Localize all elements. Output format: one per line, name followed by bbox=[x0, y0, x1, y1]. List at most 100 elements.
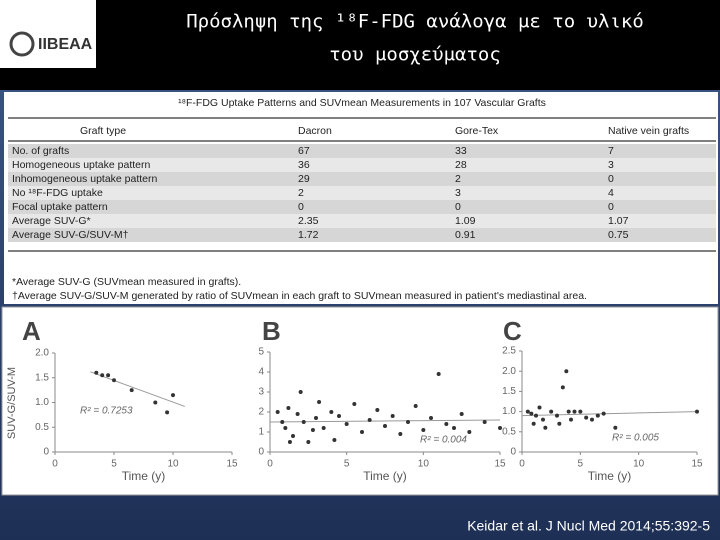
x-tick-label: 15 bbox=[494, 459, 506, 470]
x-axis-label: Time (y) bbox=[363, 469, 407, 483]
data-point bbox=[100, 373, 105, 378]
data-point bbox=[106, 373, 111, 378]
y-tick-label: 3 bbox=[258, 387, 264, 398]
data-point bbox=[459, 412, 464, 416]
row-shade bbox=[8, 214, 716, 228]
data-point bbox=[421, 428, 426, 432]
data-point bbox=[444, 422, 449, 426]
data-point bbox=[291, 434, 295, 438]
y-tick-label: 1.0 bbox=[35, 397, 49, 408]
data-point bbox=[280, 420, 285, 424]
data-point bbox=[283, 426, 288, 430]
table-cell: 2.35 bbox=[298, 215, 319, 227]
data-point bbox=[467, 430, 472, 434]
data-point bbox=[498, 426, 502, 430]
row-shade bbox=[8, 158, 716, 172]
table-cell: Inhomogeneous uptake pattern bbox=[12, 173, 158, 185]
data-point bbox=[436, 372, 441, 376]
row-shade bbox=[8, 186, 716, 200]
table-cell: 0 bbox=[608, 173, 614, 185]
data-point bbox=[601, 411, 606, 416]
table-cell: 2 bbox=[298, 187, 304, 199]
panel-letter: A bbox=[22, 316, 41, 346]
data-point bbox=[165, 410, 170, 415]
data-point bbox=[287, 440, 292, 444]
y-tick-label: 2.0 bbox=[502, 366, 516, 377]
table-cell: 1.72 bbox=[298, 229, 319, 241]
x-tick-label: 5 bbox=[111, 459, 117, 470]
x-tick-label: 5 bbox=[578, 459, 584, 470]
data-point bbox=[406, 420, 410, 424]
logo-icon bbox=[9, 31, 35, 57]
table-cell: 3 bbox=[455, 187, 461, 199]
y-tick-label: 0.5 bbox=[502, 426, 516, 437]
table-cell: 7 bbox=[608, 145, 614, 157]
y-tick-label: 4 bbox=[258, 367, 264, 378]
data-point bbox=[543, 425, 548, 430]
data-point bbox=[452, 426, 456, 430]
data-point bbox=[595, 413, 600, 418]
data-point bbox=[569, 417, 573, 422]
data-point bbox=[525, 409, 530, 414]
x-tick-label: 0 bbox=[52, 459, 58, 470]
x-tick-label: 15 bbox=[226, 459, 238, 470]
data-point bbox=[390, 414, 395, 418]
table-header: Dacron bbox=[298, 125, 332, 137]
data-point bbox=[541, 417, 545, 422]
table-cell: Homogeneous uptake pattern bbox=[12, 159, 151, 171]
y-tick-label: 0 bbox=[43, 447, 49, 458]
data-point bbox=[321, 426, 326, 430]
trend-line bbox=[521, 411, 698, 417]
data-point bbox=[613, 425, 618, 430]
data-point bbox=[695, 409, 699, 414]
table-cell: 36 bbox=[298, 159, 310, 171]
data-point bbox=[171, 393, 175, 398]
data-point bbox=[295, 412, 300, 416]
y-tick-label: 0.5 bbox=[35, 422, 49, 433]
data-point bbox=[332, 438, 337, 442]
data-point bbox=[549, 409, 554, 414]
table-cell: 3 bbox=[608, 159, 614, 171]
data-point bbox=[557, 421, 562, 426]
table-header: Native vein grafts bbox=[608, 125, 689, 137]
table-cell: 4 bbox=[608, 187, 614, 199]
data-point bbox=[352, 402, 357, 406]
y-axis-label: SUV-G/SUV-M bbox=[6, 367, 18, 439]
panel-letter: B bbox=[262, 316, 281, 346]
data-point bbox=[375, 408, 380, 412]
data-point bbox=[337, 414, 341, 418]
logo-box bbox=[0, 0, 96, 68]
data-point bbox=[534, 413, 538, 418]
r-squared: R² = 0.7253 bbox=[80, 406, 133, 417]
data-point bbox=[398, 432, 403, 436]
table-cell: Focal uptake pattern bbox=[12, 201, 108, 213]
y-tick-label: 1.5 bbox=[502, 386, 516, 397]
y-tick-label: 0 bbox=[510, 447, 516, 458]
y-tick-label: 1.5 bbox=[35, 372, 49, 383]
table-cell: No. of grafts bbox=[12, 145, 69, 157]
table-cell: 0.91 bbox=[455, 229, 476, 241]
title-line: Πρόσληψη της ¹⁸F-FDG ανάλογα με το υλικό bbox=[186, 11, 644, 33]
data-point bbox=[578, 409, 583, 414]
panel-letter: C bbox=[503, 316, 522, 346]
data-point bbox=[590, 417, 594, 422]
y-tick-label: 0 bbox=[258, 447, 264, 458]
y-tick-label: 1 bbox=[258, 427, 264, 438]
figure-panel bbox=[1, 306, 719, 496]
x-tick-label: 10 bbox=[633, 459, 645, 470]
table-cell: 0 bbox=[608, 201, 614, 213]
data-point bbox=[329, 410, 334, 414]
data-point bbox=[129, 388, 134, 393]
table-title: ¹⁸F-FDG Uptake Patterns and SUVmean Meas… bbox=[178, 97, 546, 109]
title-band bbox=[0, 0, 720, 90]
row-shade bbox=[8, 228, 716, 242]
y-tick-label: 2.0 bbox=[35, 348, 49, 359]
x-tick-label: 0 bbox=[519, 459, 525, 470]
title-line: του μοσχεύματος bbox=[329, 44, 501, 66]
data-point bbox=[566, 409, 571, 414]
data-point bbox=[298, 390, 303, 394]
table-cell: 0.75 bbox=[608, 229, 629, 241]
data-point bbox=[301, 420, 306, 424]
